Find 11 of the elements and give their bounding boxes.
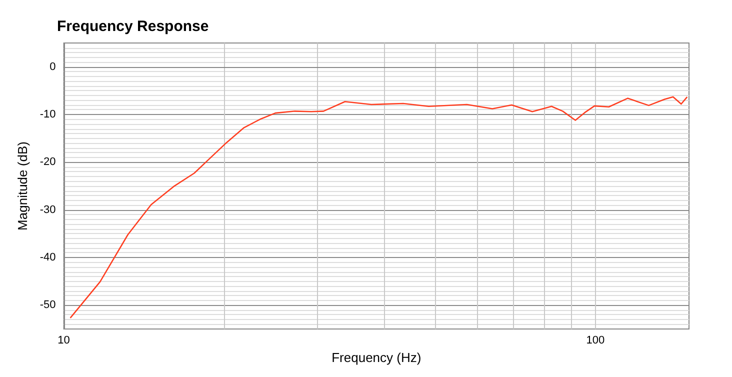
x-axis-title: Frequency (Hz)	[332, 350, 422, 365]
y-tick-label: -40	[40, 252, 56, 264]
chart-title: Frequency Response	[57, 18, 209, 35]
y-tick-label: -10	[40, 108, 56, 120]
y-tick-label: 0	[50, 60, 56, 73]
y-tick-label: -50	[40, 299, 56, 312]
x-tick-label: 100	[586, 334, 605, 346]
y-axis-title: Magnitude (dB)	[15, 142, 30, 230]
x-tick-label: 10	[58, 334, 70, 346]
y-tick-label: -30	[40, 204, 56, 216]
y-tick-label: -20	[40, 156, 56, 168]
